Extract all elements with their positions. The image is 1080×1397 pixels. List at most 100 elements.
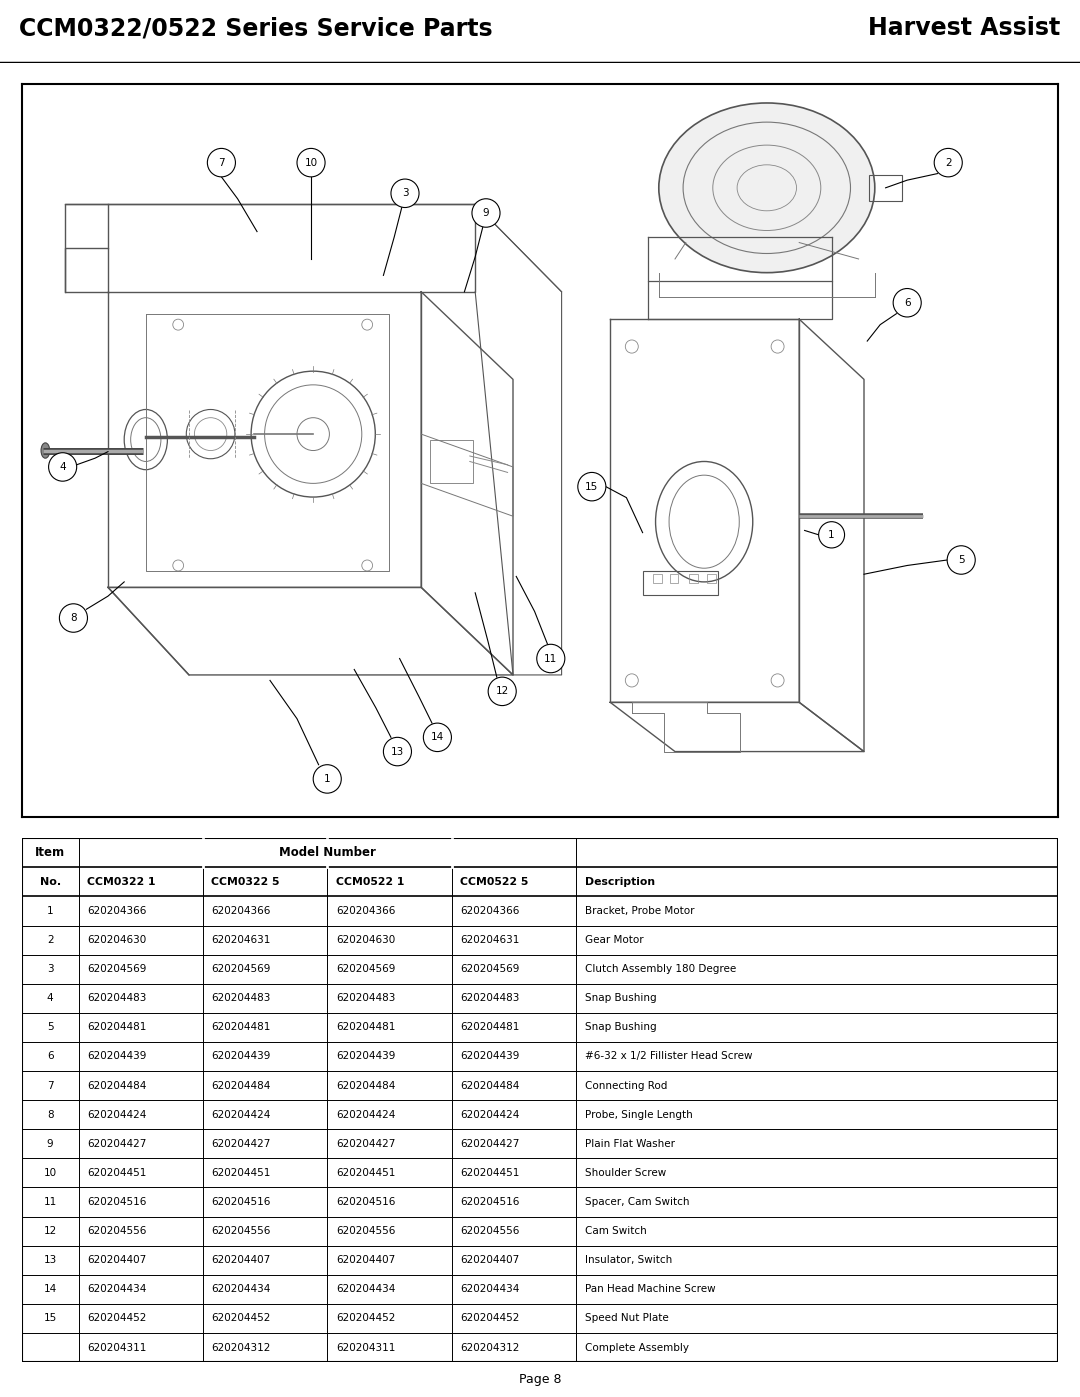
Text: 620204569: 620204569	[86, 964, 146, 974]
Text: CCM0522 5: CCM0522 5	[460, 877, 528, 887]
Text: 620204439: 620204439	[460, 1052, 519, 1062]
Text: 620204424: 620204424	[336, 1109, 395, 1119]
Text: 1: 1	[324, 774, 330, 784]
Text: 620204366: 620204366	[336, 907, 395, 916]
Circle shape	[893, 289, 921, 317]
Text: 620204424: 620204424	[86, 1109, 146, 1119]
Text: 620204484: 620204484	[86, 1081, 146, 1091]
Text: 620204630: 620204630	[86, 935, 146, 944]
Circle shape	[578, 472, 606, 502]
Text: 1: 1	[46, 907, 53, 916]
Text: 13: 13	[391, 746, 404, 757]
Text: 620204452: 620204452	[212, 1313, 271, 1323]
Text: 620204407: 620204407	[86, 1256, 146, 1266]
Text: Cam Switch: Cam Switch	[584, 1227, 646, 1236]
Text: #6-32 x 1/2 Fillister Head Screw: #6-32 x 1/2 Fillister Head Screw	[584, 1052, 752, 1062]
Text: 9: 9	[46, 1139, 53, 1148]
Text: 8: 8	[46, 1109, 53, 1119]
Text: 620204439: 620204439	[336, 1052, 395, 1062]
Text: Spacer, Cam Switch: Spacer, Cam Switch	[584, 1197, 689, 1207]
Text: 4: 4	[59, 462, 66, 472]
Text: 620204311: 620204311	[336, 1343, 395, 1352]
Text: CCM0322 5: CCM0322 5	[212, 877, 280, 887]
Text: Snap Bushing: Snap Bushing	[584, 993, 657, 1003]
Text: 620204424: 620204424	[460, 1109, 519, 1119]
Text: 620204481: 620204481	[212, 1023, 271, 1032]
Text: 620204516: 620204516	[86, 1197, 146, 1207]
Text: 620204516: 620204516	[212, 1197, 271, 1207]
Text: 3: 3	[46, 964, 53, 974]
Text: 620204516: 620204516	[336, 1197, 395, 1207]
Text: 10: 10	[305, 158, 318, 168]
Circle shape	[49, 453, 77, 481]
Text: CCM0322/0522 Series Service Parts: CCM0322/0522 Series Service Parts	[19, 17, 494, 41]
Text: 620204451: 620204451	[336, 1168, 395, 1178]
Text: 620204366: 620204366	[86, 907, 146, 916]
Text: 15: 15	[585, 482, 598, 492]
Text: 7: 7	[46, 1081, 53, 1091]
Text: 620204569: 620204569	[212, 964, 271, 974]
Text: 620204484: 620204484	[336, 1081, 395, 1091]
Text: 620204434: 620204434	[460, 1284, 519, 1294]
Text: Clutch Assembly 180 Degree: Clutch Assembly 180 Degree	[584, 964, 735, 974]
Text: 14: 14	[43, 1284, 57, 1294]
Text: 11: 11	[544, 654, 557, 664]
Text: 1: 1	[828, 529, 835, 539]
Text: 620204481: 620204481	[460, 1023, 519, 1032]
Text: 620204439: 620204439	[86, 1052, 146, 1062]
Bar	[869, 175, 902, 201]
Text: 620204452: 620204452	[460, 1313, 519, 1323]
Text: Plain Flat Washer: Plain Flat Washer	[584, 1139, 675, 1148]
Text: Gear Motor: Gear Motor	[584, 935, 644, 944]
Text: No.: No.	[40, 877, 60, 887]
Text: 620204556: 620204556	[212, 1227, 271, 1236]
Text: Description: Description	[584, 877, 654, 887]
Text: Model Number: Model Number	[279, 847, 376, 859]
Text: 620204407: 620204407	[212, 1256, 271, 1266]
Text: 620204434: 620204434	[212, 1284, 271, 1294]
Text: 620204311: 620204311	[86, 1343, 146, 1352]
Text: 3: 3	[402, 189, 408, 198]
Text: Pan Head Machine Screw: Pan Head Machine Screw	[584, 1284, 715, 1294]
Circle shape	[472, 198, 500, 228]
Text: 620204312: 620204312	[460, 1343, 519, 1352]
Text: 620204451: 620204451	[460, 1168, 519, 1178]
Text: Harvest Assist: Harvest Assist	[868, 17, 1061, 41]
Text: 14: 14	[431, 732, 444, 742]
Bar	[430, 440, 473, 483]
Text: 620204434: 620204434	[86, 1284, 146, 1294]
Text: Probe, Single Length: Probe, Single Length	[584, 1109, 692, 1119]
Bar	[670, 574, 678, 583]
Text: 620204569: 620204569	[460, 964, 519, 974]
Text: 620204427: 620204427	[460, 1139, 519, 1148]
Text: 2: 2	[945, 158, 951, 168]
Text: 620204407: 620204407	[336, 1256, 395, 1266]
Text: 620204631: 620204631	[212, 935, 271, 944]
Text: 620204630: 620204630	[336, 935, 395, 944]
Ellipse shape	[659, 103, 875, 272]
Text: 6: 6	[904, 298, 910, 307]
Text: CCM0522 1: CCM0522 1	[336, 877, 404, 887]
Text: 620204366: 620204366	[212, 907, 271, 916]
Text: 620204439: 620204439	[212, 1052, 271, 1062]
Text: 620204484: 620204484	[212, 1081, 271, 1091]
Text: 620204451: 620204451	[86, 1168, 146, 1178]
Text: 620204483: 620204483	[212, 993, 271, 1003]
Text: 620204484: 620204484	[460, 1081, 519, 1091]
Bar	[707, 574, 716, 583]
Text: 12: 12	[496, 686, 509, 696]
Text: 620204556: 620204556	[336, 1227, 395, 1236]
Text: Page 8: Page 8	[518, 1373, 562, 1386]
Circle shape	[488, 678, 516, 705]
Text: 620204427: 620204427	[336, 1139, 395, 1148]
Text: 620204556: 620204556	[460, 1227, 519, 1236]
Text: Snap Bushing: Snap Bushing	[584, 1023, 657, 1032]
Text: 620204366: 620204366	[460, 907, 519, 916]
Circle shape	[313, 764, 341, 793]
Text: 620204451: 620204451	[212, 1168, 271, 1178]
Text: Shoulder Screw: Shoulder Screw	[584, 1168, 666, 1178]
Text: 5: 5	[958, 555, 964, 564]
Text: 7: 7	[218, 158, 225, 168]
Text: Complete Assembly: Complete Assembly	[584, 1343, 689, 1352]
Circle shape	[423, 724, 451, 752]
